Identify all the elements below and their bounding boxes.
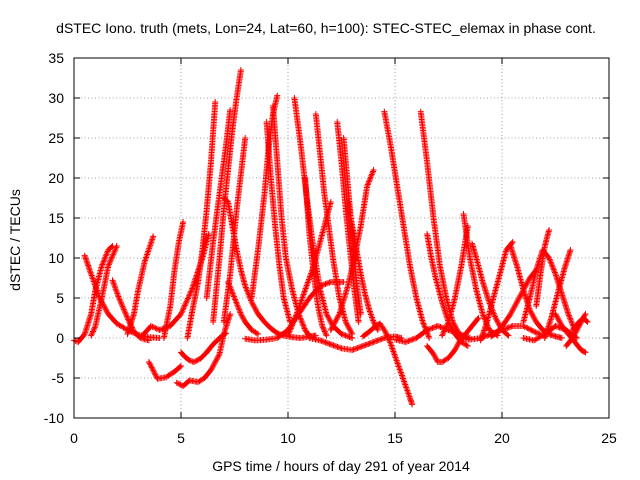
data-point-markers bbox=[145, 359, 184, 382]
data-point-markers bbox=[359, 320, 416, 408]
data-point-markers bbox=[460, 211, 501, 339]
data-arc bbox=[344, 199, 381, 333]
x-axis-label: GPS time / hours of day 291 of year 2014 bbox=[212, 458, 470, 474]
data-arc bbox=[460, 211, 501, 339]
data-arc bbox=[263, 119, 294, 325]
y-tick-label: 30 bbox=[48, 90, 64, 106]
data-arc bbox=[178, 330, 229, 365]
data-point-markers bbox=[178, 330, 229, 365]
data-arc bbox=[210, 67, 244, 325]
data-marks bbox=[71, 67, 591, 408]
data-arc bbox=[88, 243, 120, 339]
plot-frame bbox=[73, 57, 610, 419]
data-arc bbox=[203, 107, 234, 301]
data-point-markers bbox=[88, 243, 120, 339]
data-arc bbox=[306, 333, 405, 353]
data-point-markers bbox=[306, 333, 405, 353]
data-point-markers bbox=[477, 239, 516, 344]
data-arc bbox=[109, 277, 152, 344]
x-tick-label: 5 bbox=[177, 430, 185, 446]
data-point-markers bbox=[160, 219, 187, 341]
data-arc bbox=[302, 175, 330, 339]
data-point-markers bbox=[541, 247, 574, 341]
x-tick-label: 10 bbox=[280, 430, 296, 446]
x-tick-label: 25 bbox=[601, 430, 617, 446]
data-arc bbox=[334, 119, 362, 325]
data-arc bbox=[160, 219, 187, 341]
data-point-markers bbox=[381, 108, 433, 341]
data-arc bbox=[225, 279, 261, 337]
data-point-markers bbox=[439, 223, 471, 339]
data-point-markers bbox=[124, 233, 157, 337]
data-arc bbox=[541, 247, 574, 341]
x-tick-label: 0 bbox=[70, 430, 78, 446]
data-arc bbox=[124, 233, 157, 337]
data-point-markers bbox=[520, 247, 578, 333]
data-point-markers bbox=[344, 199, 381, 333]
y-tick-label: 5 bbox=[56, 290, 64, 306]
data-arc bbox=[569, 315, 591, 333]
data-arc bbox=[312, 111, 356, 337]
data-point-markers bbox=[302, 175, 330, 339]
y-tick-label: 0 bbox=[56, 330, 64, 346]
y-tick-label: 20 bbox=[48, 170, 64, 186]
data-arc bbox=[439, 223, 471, 339]
y-tick-label: 10 bbox=[48, 250, 64, 266]
data-point-markers bbox=[220, 195, 319, 341]
data-arc bbox=[145, 359, 184, 382]
data-point-markers bbox=[210, 67, 244, 325]
x-tick-label: 15 bbox=[387, 430, 403, 446]
data-arc bbox=[359, 320, 416, 408]
x-tick-label: 20 bbox=[494, 430, 510, 446]
data-arc bbox=[533, 227, 553, 309]
data-point-markers bbox=[334, 119, 362, 325]
y-tick-label: 35 bbox=[48, 50, 64, 66]
data-point-markers bbox=[263, 119, 294, 325]
y-tick-label: -10 bbox=[44, 410, 64, 426]
y-tick-label: 25 bbox=[48, 130, 64, 146]
y-axis-label: dSTEC / TECUs bbox=[7, 189, 23, 291]
data-arc bbox=[477, 239, 516, 344]
data-point-markers bbox=[569, 315, 591, 333]
data-arc bbox=[381, 108, 433, 341]
data-point-markers bbox=[184, 99, 219, 341]
chart-title: dSTEC Iono. truth (mets, Lon=24, Lat=60,… bbox=[56, 20, 596, 36]
y-tick-label: -5 bbox=[52, 370, 65, 386]
grid-lines bbox=[74, 58, 609, 418]
data-point-markers bbox=[203, 107, 234, 301]
data-arc bbox=[184, 99, 219, 341]
data-point-markers bbox=[533, 227, 553, 309]
y-tick-label: 15 bbox=[48, 210, 64, 226]
data-point-markers bbox=[312, 111, 356, 337]
data-arc bbox=[520, 247, 578, 333]
data-arc bbox=[220, 195, 319, 341]
data-point-markers bbox=[225, 279, 261, 337]
data-point-markers bbox=[109, 277, 152, 344]
axis-ticks: 0 5 10 15 20 25 -10 -5 0 5 10 15 20 25 30 35 bbox=[44, 50, 617, 446]
